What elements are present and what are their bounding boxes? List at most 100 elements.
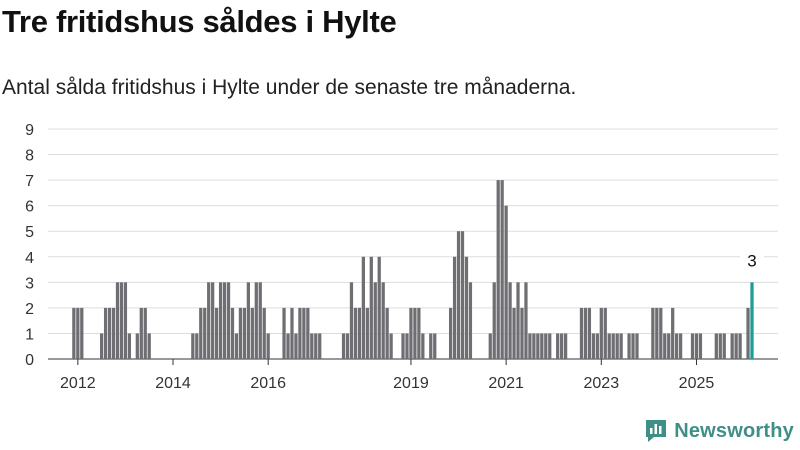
bar bbox=[722, 333, 726, 359]
bar bbox=[504, 205, 508, 359]
bar bbox=[294, 333, 298, 359]
bar bbox=[345, 333, 350, 359]
bar bbox=[266, 333, 270, 359]
x-tick-label: 2025 bbox=[679, 375, 715, 392]
bar bbox=[464, 256, 469, 359]
bar bbox=[222, 282, 227, 359]
bar bbox=[746, 307, 750, 359]
bar bbox=[528, 333, 532, 359]
bar bbox=[310, 333, 314, 359]
bar bbox=[207, 282, 211, 359]
bar bbox=[678, 333, 683, 359]
page-title: Tre fritidshus såldes i Hylte bbox=[2, 4, 397, 39]
bar bbox=[191, 333, 195, 359]
bar bbox=[143, 307, 147, 359]
bar bbox=[544, 333, 548, 359]
bar bbox=[563, 333, 568, 359]
bar bbox=[405, 333, 409, 359]
x-tick-label: 2016 bbox=[250, 375, 286, 392]
bar bbox=[357, 307, 362, 359]
bar bbox=[448, 307, 453, 359]
bar bbox=[579, 307, 584, 359]
bar bbox=[103, 307, 108, 359]
bar bbox=[421, 333, 425, 359]
bar bbox=[377, 256, 381, 359]
y-tick-label: 0 bbox=[25, 352, 34, 369]
bar bbox=[119, 282, 124, 359]
y-tick-label: 6 bbox=[25, 199, 34, 216]
bar bbox=[365, 307, 369, 359]
bar bbox=[242, 307, 247, 359]
bar bbox=[587, 307, 592, 359]
bar bbox=[147, 333, 151, 359]
bar bbox=[306, 307, 310, 359]
bar bbox=[80, 307, 84, 359]
bar bbox=[409, 307, 413, 359]
bar bbox=[690, 333, 695, 359]
bar bbox=[655, 307, 659, 359]
bar bbox=[611, 333, 615, 359]
bar bbox=[698, 333, 703, 359]
bar bbox=[599, 307, 603, 359]
bar bbox=[512, 307, 516, 359]
bar bbox=[508, 282, 512, 359]
bar bbox=[234, 333, 239, 359]
bar bbox=[603, 307, 607, 359]
bar bbox=[496, 180, 500, 359]
bar bbox=[433, 333, 437, 359]
bar bbox=[258, 282, 262, 359]
bar bbox=[468, 282, 473, 359]
bar bbox=[199, 307, 203, 359]
bar bbox=[536, 333, 540, 359]
bar bbox=[631, 333, 635, 359]
bar bbox=[718, 333, 722, 359]
y-tick-label: 9 bbox=[25, 122, 34, 139]
y-tick-label: 7 bbox=[25, 173, 34, 190]
bar bbox=[373, 282, 377, 359]
bar bbox=[540, 333, 544, 359]
y-tick-label: 8 bbox=[25, 148, 34, 165]
page-subtitle: Antal sålda fritidshus i Hylte under de … bbox=[2, 76, 577, 99]
bar bbox=[286, 333, 290, 359]
bar bbox=[107, 307, 112, 359]
bar bbox=[389, 333, 393, 359]
y-tick-label: 1 bbox=[25, 326, 34, 343]
newsworthy-logo-icon bbox=[646, 420, 667, 442]
bar bbox=[429, 333, 433, 359]
bar bbox=[290, 307, 294, 359]
bar bbox=[250, 307, 254, 359]
bar bbox=[385, 307, 389, 359]
bar bbox=[302, 307, 306, 359]
bar bbox=[460, 231, 465, 359]
bar bbox=[246, 282, 250, 359]
bar bbox=[607, 333, 611, 359]
bar bbox=[635, 333, 639, 359]
bar bbox=[619, 333, 623, 359]
bar bbox=[520, 307, 524, 359]
bar bbox=[627, 333, 631, 359]
bar bbox=[211, 282, 215, 359]
bar bbox=[694, 333, 699, 359]
bar bbox=[203, 307, 207, 359]
bar bbox=[595, 333, 599, 359]
bar bbox=[667, 333, 671, 359]
annotation-background bbox=[740, 249, 764, 272]
bar bbox=[663, 333, 667, 359]
y-tick-label: 2 bbox=[25, 301, 34, 318]
bar bbox=[524, 282, 528, 359]
bar bbox=[318, 333, 322, 359]
bar bbox=[734, 333, 738, 359]
bar bbox=[115, 282, 120, 359]
bar bbox=[135, 333, 139, 359]
bar bbox=[651, 307, 655, 359]
bar bbox=[226, 282, 231, 359]
bar bbox=[548, 333, 552, 359]
bar bbox=[353, 307, 358, 359]
bar bbox=[730, 333, 734, 359]
bar bbox=[413, 307, 417, 359]
bar bbox=[195, 333, 199, 359]
bar bbox=[500, 180, 504, 359]
bar bbox=[127, 333, 132, 359]
y-tick-label: 3 bbox=[25, 275, 34, 292]
brand-name: Newsworthy bbox=[674, 419, 794, 442]
